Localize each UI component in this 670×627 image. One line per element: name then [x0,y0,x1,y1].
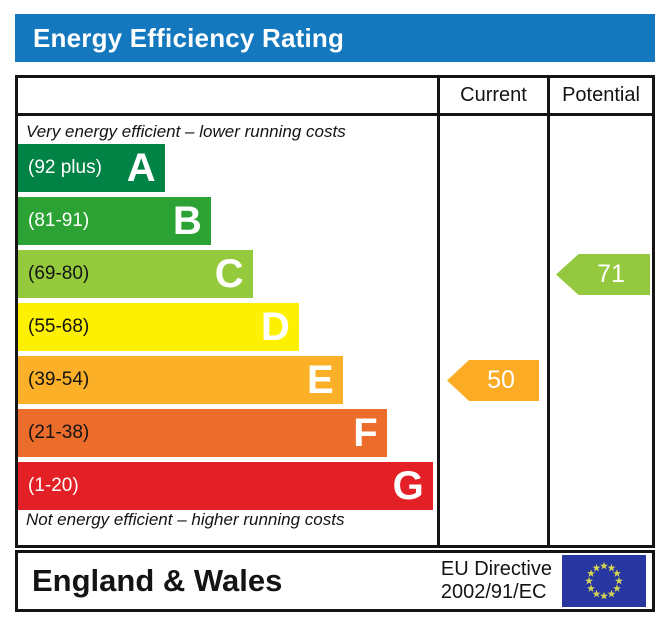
band-range-label: (92 plus) [28,157,102,178]
potential-column: Potential 71 [547,78,652,545]
note-not-efficient: Not energy efficient – higher running co… [26,510,345,529]
band-letter: B [172,199,202,243]
band-letter: A [126,146,156,190]
band-range-label: (21-38) [28,422,90,443]
band-row-f: (21-38) F [18,409,387,457]
band-range-label: (55-68) [28,316,90,337]
band-bar-d: (55-68) D [18,303,299,351]
band-letter: C [214,252,244,296]
current-column-body: 50 [440,116,547,545]
band-bar-f: (21-38) F [18,409,387,457]
band-letter: D [260,305,290,349]
band-bar-e: (39-54) E [18,356,343,404]
band-row-b: (81-91) B [18,197,211,245]
band-row-g: (1-20) G [18,462,433,510]
band-row-d: (55-68) D [18,303,299,351]
eu-directive-line2: 2002/91/EC [440,581,547,603]
current-column: Current 50 [437,78,547,545]
region-label: England & Wales [32,563,283,598]
band-row-c: (69-80) C [18,250,253,298]
band-letter: F [353,411,378,455]
current-rating-value: 50 [487,366,515,394]
potential-column-header: Potential [550,78,652,116]
band-bar-a: (92 plus) A [18,144,165,192]
band-bar-c: (69-80) C [18,250,253,298]
band-range-label: (69-80) [28,263,90,284]
band-range-label: (39-54) [28,369,90,390]
current-column-header: Current [440,78,547,116]
band-row-a: (92 plus) A [18,144,165,192]
band-scale-body: Very energy efficient – lower running co… [18,116,437,545]
band-scale-column: Very energy efficient – lower running co… [18,78,437,545]
band-letter: G [392,464,424,508]
band-scale-header [18,78,437,116]
chart-title-bar: Energy Efficiency Rating [15,14,655,62]
current-rating-arrow: 50 [447,360,539,401]
potential-column-body: 71 [550,116,652,545]
band-range-label: (81-91) [28,210,90,231]
band-row-e: (39-54) E [18,356,343,404]
potential-rating-arrow: 71 [556,254,650,295]
band-bar-g: (1-20) G [18,462,433,510]
eu-flag-icon [562,555,646,607]
footer-bar: England & Wales EU Directive 2002/91/EC [15,550,655,612]
band-letter: E [307,358,334,402]
page-title: Energy Efficiency Rating [33,22,345,53]
band-range-label: (1-20) [28,475,79,496]
eu-directive-line1: EU Directive [440,558,552,580]
note-very-efficient: Very energy efficient – lower running co… [26,122,346,141]
rating-table: Very energy efficient – lower running co… [15,75,655,548]
potential-rating-value: 71 [597,260,625,288]
band-bar-b: (81-91) B [18,197,211,245]
eu-directive-text: EU Directive 2002/91/EC [441,558,562,604]
